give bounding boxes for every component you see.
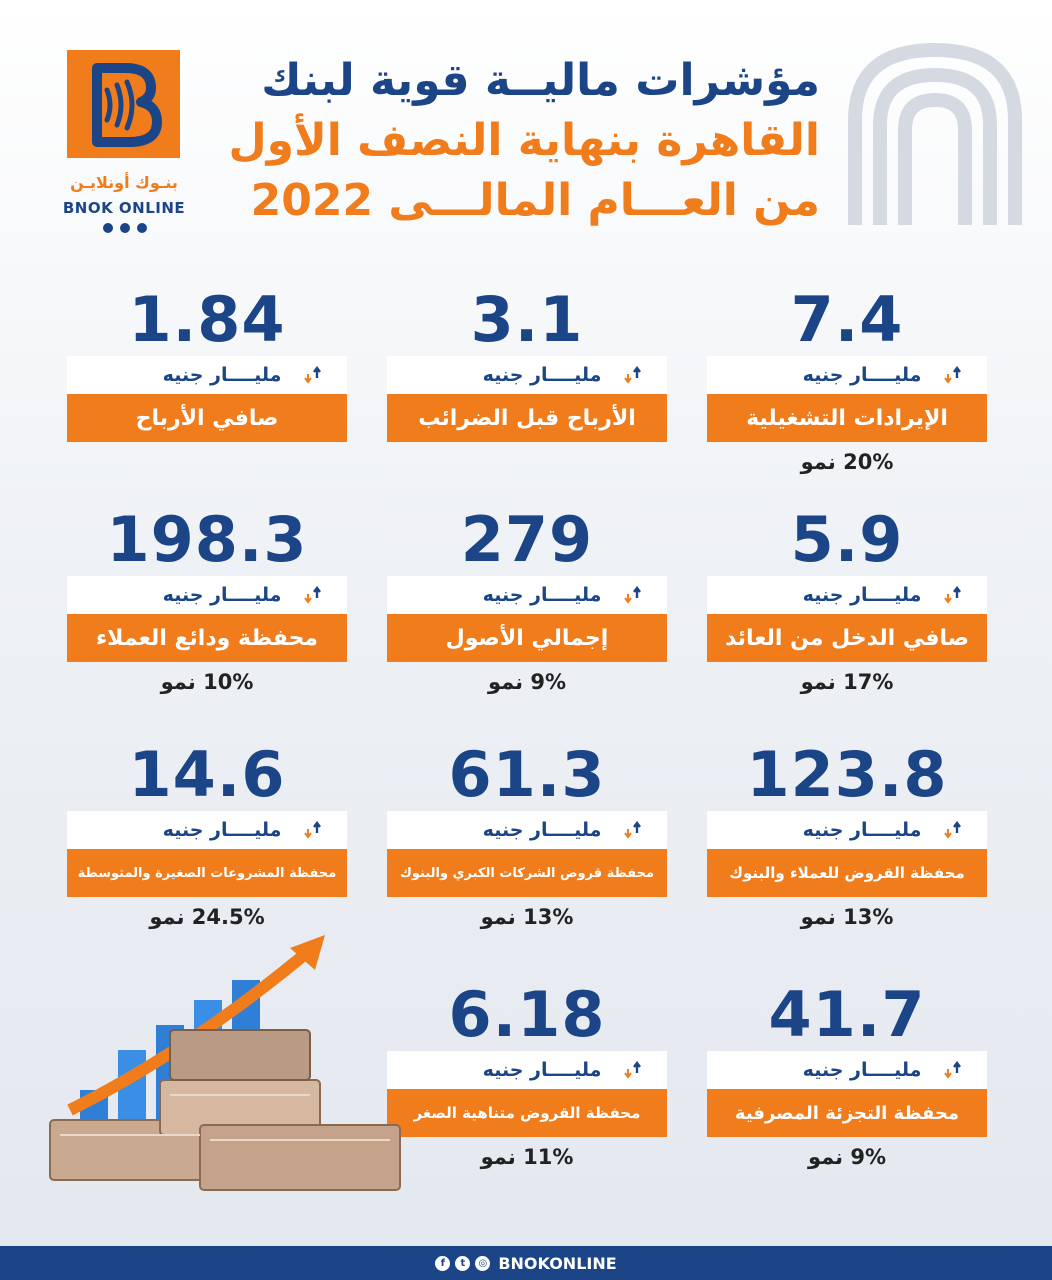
trend-arrows-icon: [624, 1061, 641, 1079]
banknote-stack-icon: [49, 1029, 401, 1191]
metric-value: 3.1: [470, 283, 584, 356]
metric-card-sme-loans: 14.6 مليــــار جنيه محفظة المشروعات الصغ…: [67, 738, 347, 929]
trend-arrows-icon: [304, 586, 321, 604]
metric-unit: مليــــار جنيه: [482, 584, 602, 606]
money-growth-illustration: [49, 935, 401, 1191]
metric-card-loans-customers-banks: 123.8 مليــــار جنيه محفظة القروض للعملا…: [707, 738, 987, 929]
metric-growth: 10% نمو: [160, 670, 254, 694]
trend-arrows-icon: [944, 1061, 961, 1079]
unit-bar: مليــــار جنيه: [387, 1051, 667, 1089]
metric-unit: مليــــار جنيه: [802, 364, 922, 386]
metric-unit: مليــــار جنيه: [482, 364, 602, 386]
instagram-icon[interactable]: ◎: [475, 1255, 491, 1271]
trend-arrows-icon: [944, 366, 961, 384]
metric-value: 6.18: [448, 978, 606, 1051]
metric-growth: 17% نمو: [800, 670, 894, 694]
metric-value: 5.9: [790, 503, 904, 576]
metric-value: 7.4: [790, 283, 904, 356]
metric-label: محفظة القروض متناهية الصغر: [387, 1089, 667, 1137]
metric-label: صافي الأرباح: [67, 394, 347, 442]
metric-unit: مليــــار جنيه: [162, 364, 282, 386]
metric-card-operating-revenue: 7.4 مليــــار جنيه الإيرادات التشغيلية 2…: [707, 283, 987, 474]
unit-bar: مليــــار جنيه: [707, 356, 987, 394]
unit-bar: مليــــار جنيه: [707, 1051, 987, 1089]
metric-label: محفظة التجزئة المصرفية: [707, 1089, 987, 1137]
page-title-line-1: مؤشرات ماليــة قوية لبنك: [261, 55, 820, 106]
brand-name-ar: بنـوك أونلايـن: [70, 173, 178, 192]
trend-arrows-icon: [624, 821, 641, 839]
metric-card-corporate-loans: 61.3 مليــــار جنيه محفظة قروض الشركات ا…: [387, 738, 667, 929]
metric-growth: 9% نمو: [487, 670, 567, 694]
page-title-line-3: من العـــام المالـــى 2022: [250, 175, 820, 226]
unit-bar: مليــــار جنيه: [707, 811, 987, 849]
metric-card-net-profit: 1.84 مليــــار جنيه صافي الأرباح: [67, 283, 347, 442]
metric-value: 123.8: [746, 738, 948, 811]
footer-bar: f t ◎ BNOKONLINE: [0, 1246, 1052, 1280]
metric-label: الأرباح قبل الضرائب: [387, 394, 667, 442]
metric-growth: 20% نمو: [800, 450, 894, 474]
watermark-arches-icon: [848, 42, 1022, 225]
metric-value: 198.3: [106, 503, 308, 576]
unit-bar: مليــــار جنيه: [707, 576, 987, 614]
metric-label: محفظة القروض للعملاء والبنوك: [707, 849, 987, 897]
metric-label: الإيرادات التشغيلية: [707, 394, 987, 442]
metric-unit: مليــــار جنيه: [162, 819, 282, 841]
metric-label: إجمالي الأصول: [387, 614, 667, 662]
footer-handle: BNOKONLINE: [498, 1253, 617, 1273]
metric-label: محفظة ودائع العملاء: [67, 614, 347, 662]
facebook-icon[interactable]: f: [435, 1255, 451, 1271]
metric-value: 14.6: [128, 738, 286, 811]
metric-card-net-interest-income: 5.9 مليــــار جنيه صافي الدخل من العائد …: [707, 503, 987, 694]
metric-label: محفظة المشروعات الصغيرة والمتوسطة: [67, 849, 347, 897]
unit-bar: مليــــار جنيه: [67, 356, 347, 394]
brand-logo: [67, 50, 180, 158]
metric-card-customer-deposits: 198.3 مليــــار جنيه محفظة ودائع العملاء…: [67, 503, 347, 694]
metric-unit: مليــــار جنيه: [482, 1059, 602, 1081]
metric-growth: 24.5% نمو: [149, 905, 265, 929]
unit-bar: مليــــار جنيه: [387, 356, 667, 394]
metric-card-profit-before-tax: 3.1 مليــــار جنيه الأرباح قبل الضرائب: [387, 283, 667, 442]
unit-bar: مليــــار جنيه: [67, 576, 347, 614]
metric-card-total-assets: 279 مليــــار جنيه إجمالي الأصول 9% نمو: [387, 503, 667, 694]
metric-value: 279: [460, 503, 594, 576]
metric-growth: 13% نمو: [800, 905, 894, 929]
metric-label: صافي الدخل من العائد: [707, 614, 987, 662]
metric-value: 41.7: [768, 978, 926, 1051]
metric-unit: مليــــار جنيه: [802, 1059, 922, 1081]
metric-unit: مليــــار جنيه: [482, 819, 602, 841]
metric-value: 1.84: [128, 283, 286, 356]
trend-arrows-icon: [304, 366, 321, 384]
metric-label: محفظة قروض الشركات الكبري والبنوك: [387, 849, 667, 897]
trend-arrows-icon: [944, 821, 961, 839]
metric-unit: مليــــار جنيه: [802, 584, 922, 606]
logo-mark-icon: [92, 63, 162, 147]
metric-value: 61.3: [448, 738, 606, 811]
unit-bar: مليــــار جنيه: [67, 811, 347, 849]
metric-card-microfinance-loans: 6.18 مليــــار جنيه محفظة القروض متناهية…: [387, 978, 667, 1169]
metric-growth: 11% نمو: [480, 1145, 574, 1169]
twitter-icon[interactable]: t: [455, 1255, 471, 1271]
metric-growth: 13% نمو: [480, 905, 574, 929]
trend-arrows-icon: [624, 366, 641, 384]
unit-bar: مليــــار جنيه: [387, 811, 667, 849]
metric-card-retail-banking: 41.7 مليــــار جنيه محفظة التجزئة المصرف…: [707, 978, 987, 1169]
metric-unit: مليــــار جنيه: [802, 819, 922, 841]
metric-growth: 9% نمو: [807, 1145, 887, 1169]
unit-bar: مليــــار جنيه: [387, 576, 667, 614]
brand-name-en: BNOK ONLINE: [62, 199, 186, 217]
trend-arrows-icon: [944, 586, 961, 604]
trend-arrows-icon: [624, 586, 641, 604]
brand-dots: [103, 223, 147, 235]
trend-arrows-icon: [304, 821, 321, 839]
page-title-line-2: القاهرة بنهاية النصف الأول: [228, 115, 820, 166]
metric-unit: مليــــار جنيه: [162, 584, 282, 606]
